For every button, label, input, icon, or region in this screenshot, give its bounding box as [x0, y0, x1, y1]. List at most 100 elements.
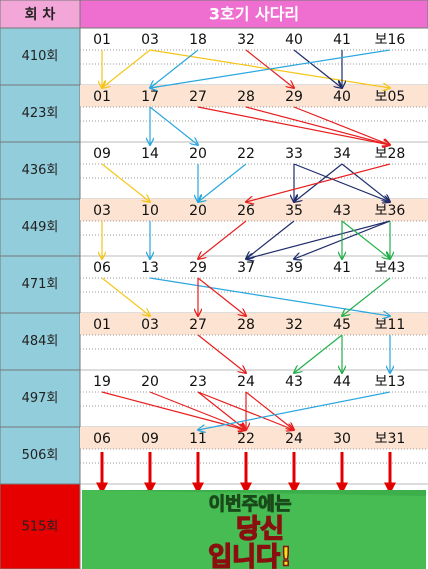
ball-number: 보43: [375, 260, 406, 276]
ladder-arrow: [246, 163, 391, 202]
ladder-arrow: [246, 220, 295, 259]
ball-number: 27: [189, 89, 207, 105]
ball-number: 보31: [375, 431, 406, 447]
ball-number: 보13: [375, 374, 406, 390]
round-label: 484회: [22, 334, 59, 349]
ball-number: 40: [285, 32, 303, 48]
ladder-arrow: [150, 49, 199, 88]
ball-number: 보28: [375, 146, 406, 162]
ball-number: 01: [93, 32, 111, 48]
ladder-arrow: [198, 391, 391, 430]
ball-number: 20: [189, 203, 207, 219]
ball-number: 43: [333, 203, 351, 219]
ladder-arrow: [149, 106, 198, 145]
ladder-arrow: [150, 49, 391, 88]
ball-number: 35: [285, 203, 303, 219]
ball-number: 27: [189, 317, 207, 333]
ball-number: 18: [189, 32, 207, 48]
ball-number: 13: [141, 260, 159, 276]
ball-number: 30: [333, 431, 351, 447]
ball-number: 24: [285, 431, 303, 447]
ball-number: 20: [189, 146, 207, 162]
ball-number: 29: [189, 260, 207, 276]
ball-number: 39: [285, 260, 303, 276]
ball-number: 03: [141, 317, 159, 333]
ladder-arrow: [197, 277, 246, 316]
ball-number: 09: [93, 146, 111, 162]
number-band: [80, 199, 428, 221]
ladder-arrow: [294, 334, 343, 373]
header-cell: [79, 0, 428, 29]
round-label: 423회: [22, 106, 59, 121]
next-round-label: 515회: [22, 520, 59, 535]
ball-number: 24: [237, 374, 255, 390]
round-cell: [0, 255, 81, 314]
round-label: 436회: [22, 163, 59, 178]
ball-number: 45: [333, 317, 351, 333]
ladder-arrow: [293, 163, 390, 202]
ladder-arrow: [149, 391, 246, 430]
round-cell: [0, 198, 81, 257]
ball-number: 33: [285, 146, 303, 162]
ball-number: 44: [333, 374, 351, 390]
ladder-arrow: [101, 163, 150, 202]
ladder-arrow: [341, 163, 390, 202]
ladder-arrow: [197, 391, 246, 430]
ball-number: 09: [141, 431, 159, 447]
number-band: [80, 313, 428, 335]
ladder-arrow: [197, 106, 390, 145]
ladder-arrow: [101, 277, 150, 316]
ladder-arrow: [149, 277, 390, 316]
ladder-arrow: [246, 220, 391, 259]
ball-number: 28: [237, 317, 255, 333]
header-title: 3호기 사다리: [209, 5, 299, 24]
ball-number: 03: [141, 32, 159, 48]
round-label: 471회: [22, 277, 59, 292]
ladder-arrow: [101, 391, 246, 430]
ball-number: 40: [333, 89, 351, 105]
ball-number: 03: [93, 203, 111, 219]
ball-number: 43: [285, 374, 303, 390]
next-round-cell: [0, 483, 81, 569]
round-cell: [0, 312, 81, 371]
banner-text: 이번주에는: [209, 494, 292, 515]
ladder-arrow: [293, 106, 390, 145]
ladder-arrow: [198, 220, 247, 259]
round-label: 497회: [22, 391, 59, 406]
banner-text: 당신: [236, 515, 284, 545]
number-band: [80, 427, 428, 449]
banner-text: 입니다!: [208, 543, 292, 569]
ball-number: 보11: [375, 317, 406, 333]
ball-number: 보16: [375, 32, 406, 48]
round-label: 410회: [22, 49, 59, 64]
ball-number: 32: [285, 317, 303, 333]
ball-number: 11: [189, 431, 207, 447]
header-round-label: 회 차: [25, 7, 56, 23]
ladder-arrow: [245, 391, 294, 430]
ladder-arrow: [293, 49, 342, 88]
round-label: 506회: [22, 448, 59, 463]
round-label: 449회: [22, 220, 59, 235]
ladder-arrow: [342, 277, 391, 316]
ball-number: 29: [285, 89, 303, 105]
ball-number: 22: [237, 146, 255, 162]
round-cell: [0, 426, 81, 485]
ball-number: 34: [333, 146, 351, 162]
ladder-arrow: [341, 220, 390, 259]
ball-number: 26: [237, 203, 255, 219]
ball-number: 01: [93, 317, 111, 333]
ball-number: 19: [93, 374, 111, 390]
round-cell: [0, 369, 81, 428]
ball-number: 06: [93, 431, 111, 447]
ball-number: 01: [93, 89, 111, 105]
ball-number: 17: [141, 89, 159, 105]
ball-number: 37: [237, 260, 255, 276]
round-cell: [0, 141, 81, 200]
ball-number: 20: [141, 374, 159, 390]
ladder-arrow: [197, 334, 246, 373]
number-band: [80, 85, 428, 107]
banner-fold: [82, 490, 426, 569]
ladder-arrow: [198, 163, 247, 202]
ladder-arrow: [102, 49, 151, 88]
